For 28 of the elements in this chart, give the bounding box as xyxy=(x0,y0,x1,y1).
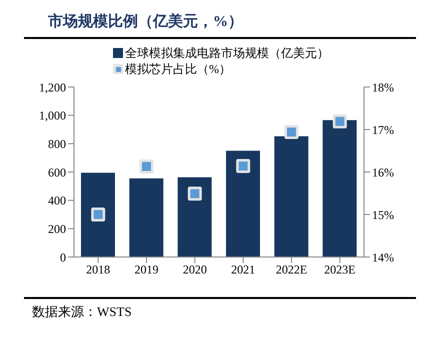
y-tick-label: 1,200 xyxy=(39,80,66,94)
chart-title: 市场规模比例（亿美元，%） xyxy=(24,8,416,39)
y2-tick-label: 14% xyxy=(372,250,394,264)
x-tick-label: 2022E xyxy=(276,262,308,277)
bar xyxy=(178,177,212,257)
y-tick-label: 800 xyxy=(48,136,66,151)
x-tick-label: 2020 xyxy=(182,262,207,277)
source-note: 数据来源：WSTS xyxy=(32,303,133,321)
y2-tick-label: 17% xyxy=(372,122,394,137)
y-tick-label: 600 xyxy=(48,165,66,180)
legend-label: 全球模拟集成电路市场规模（亿美元） xyxy=(125,45,329,61)
y2-tick-label: 15% xyxy=(372,208,394,222)
y-tick-label: 1,000 xyxy=(39,108,66,123)
y-tick-label: 200 xyxy=(48,222,66,236)
x-tick-label: 2023E xyxy=(324,262,356,277)
bar xyxy=(274,136,308,257)
x-tick-label: 2021 xyxy=(231,262,256,277)
bar xyxy=(129,178,164,257)
bar xyxy=(81,172,115,257)
x-tick-label: 2019 xyxy=(134,262,158,277)
x-tick-label: 2018 xyxy=(86,262,110,277)
legend-label: 模拟芯片占比（%） xyxy=(125,61,231,77)
y2-tick-label: 16% xyxy=(372,165,394,180)
y2-tick-label: 18% xyxy=(372,80,394,94)
y-tick-label: 400 xyxy=(48,194,66,208)
bar xyxy=(226,150,260,257)
bar xyxy=(322,120,357,257)
y-tick-label: 0 xyxy=(60,250,66,264)
